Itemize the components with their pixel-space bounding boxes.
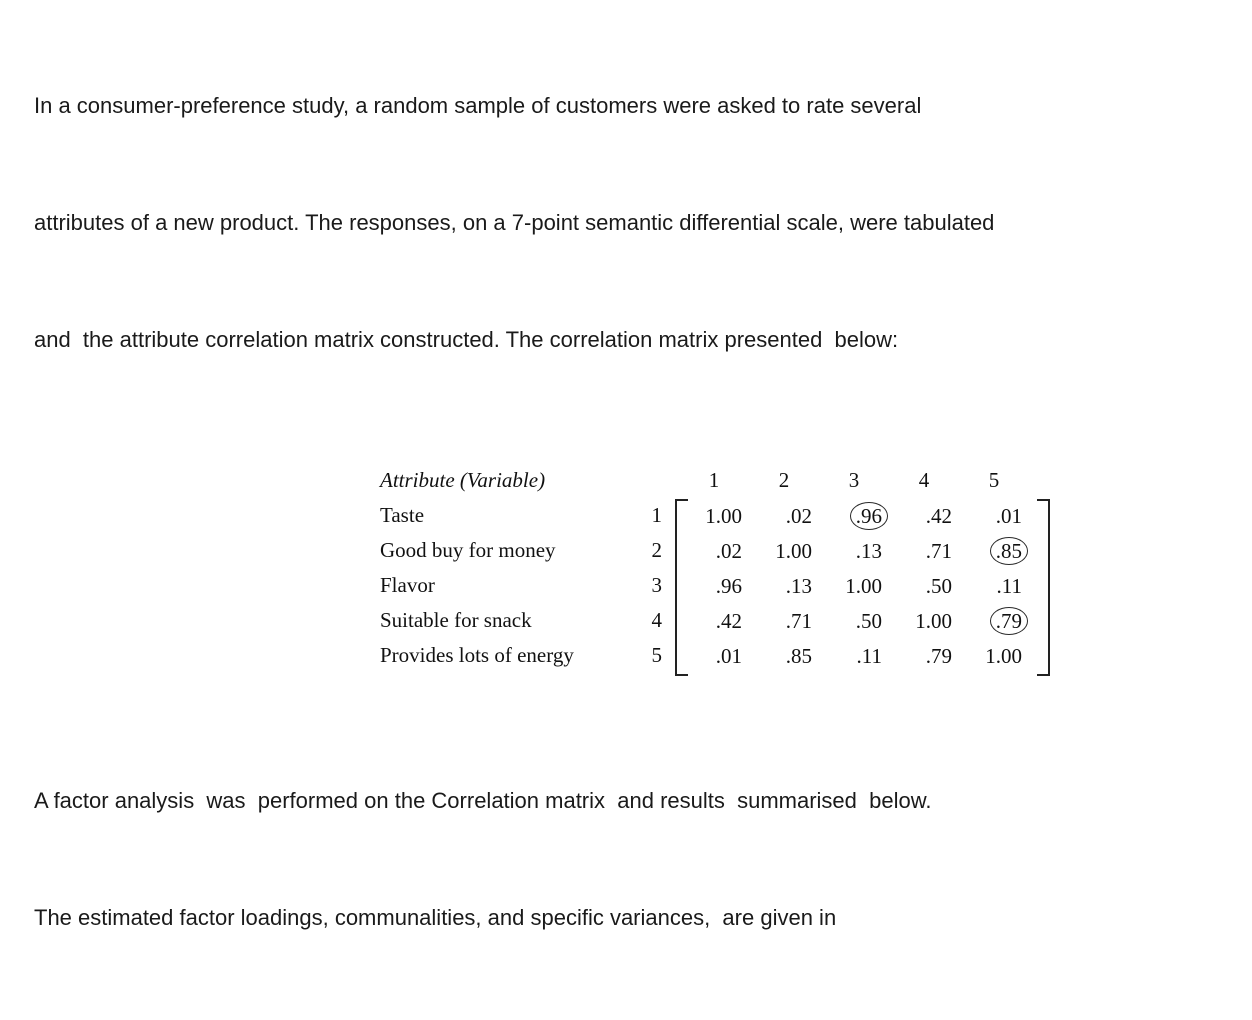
matrix-cell: .85 xyxy=(756,642,826,670)
matrix-col-header: 5 xyxy=(988,468,1000,492)
matrix-row: Good buy for money 2 .02 1.00 .13 .71 .8… xyxy=(380,533,1218,568)
matrix-value: .85 xyxy=(989,536,1028,565)
matrix-value: .79 xyxy=(925,643,952,668)
matrix-cell: .11 xyxy=(826,642,896,670)
matrix-cell: .01 xyxy=(966,502,1036,530)
matrix-cell: 1.00 xyxy=(756,537,826,565)
matrix-row-index: 3 xyxy=(651,573,663,597)
matrix-value: .96 xyxy=(715,573,742,598)
matrix-cell: .79 xyxy=(966,606,1036,635)
intro-line: and the attribute correlation matrix con… xyxy=(34,327,899,352)
matrix-value: .50 xyxy=(855,608,882,633)
outro-paragraph: A factor analysis was performed on the C… xyxy=(34,703,1218,1020)
outro-line: A factor analysis was performed on the C… xyxy=(34,788,932,813)
matrix-cell: 1.00 xyxy=(686,502,756,530)
matrix-value: .85 xyxy=(785,643,812,668)
matrix-cell: .42 xyxy=(896,502,966,530)
matrix-cell: .13 xyxy=(756,572,826,600)
matrix-right-bracket xyxy=(1037,499,1050,676)
matrix-cell: 1.00 xyxy=(826,572,896,600)
correlation-matrix: Attribute (Variable) 1 2 3 4 5 Taste 1 1… xyxy=(380,463,1218,676)
matrix-row: Flavor 3 .96 .13 1.00 .50 .11 xyxy=(380,568,1218,603)
matrix-row-index: 5 xyxy=(651,643,663,667)
matrix-cell: 1.00 xyxy=(896,607,966,635)
matrix-value: .13 xyxy=(855,538,882,563)
matrix-row-index: 1 xyxy=(651,503,663,527)
matrix-cell: .96 xyxy=(826,501,896,530)
matrix-row-label: Taste xyxy=(380,503,425,527)
matrix-title: Attribute (Variable) xyxy=(380,468,546,492)
matrix-col-header: 3 xyxy=(848,468,860,492)
matrix-header-row: Attribute (Variable) 1 2 3 4 5 xyxy=(380,463,1218,498)
matrix-cell: .13 xyxy=(826,537,896,565)
matrix-value: 1.00 xyxy=(775,538,812,563)
matrix-value: .11 xyxy=(996,573,1022,598)
matrix-value: .02 xyxy=(715,538,742,563)
matrix-cell: .02 xyxy=(756,502,826,530)
matrix-value: .42 xyxy=(925,503,952,528)
matrix-row: Provides lots of energy 5 .01 .85 .11 .7… xyxy=(380,638,1218,673)
matrix-cell: .71 xyxy=(896,537,966,565)
matrix-row-index: 4 xyxy=(651,608,663,632)
matrix-value: .79 xyxy=(989,606,1028,635)
matrix-cell: .79 xyxy=(896,642,966,670)
matrix-left-bracket xyxy=(675,499,688,676)
matrix-value: .96 xyxy=(849,501,888,530)
matrix-cell: .71 xyxy=(756,607,826,635)
matrix-row: Suitable for snack 4 .42 .71 .50 1.00 .7… xyxy=(380,603,1218,638)
matrix-col-header: 4 xyxy=(918,468,930,492)
matrix-cell: .01 xyxy=(686,642,756,670)
matrix-row: Taste 1 1.00 .02 .96 .42 .01 xyxy=(380,498,1218,533)
matrix-value: .11 xyxy=(856,643,882,668)
matrix-row-label: Provides lots of energy xyxy=(380,643,574,667)
matrix-value: 1.00 xyxy=(915,608,952,633)
matrix-cell: .50 xyxy=(896,572,966,600)
matrix-value: 1.00 xyxy=(985,643,1022,668)
matrix-value: .42 xyxy=(715,608,742,633)
intro-line: In a consumer-preference study, a random… xyxy=(34,93,922,118)
matrix-value: .71 xyxy=(785,608,812,633)
matrix-value: 1.00 xyxy=(845,573,882,598)
intro-line: attributes of a new product. The respons… xyxy=(34,210,995,235)
matrix-cell: .02 xyxy=(686,537,756,565)
matrix-value: .13 xyxy=(785,573,812,598)
matrix-cell: .85 xyxy=(966,536,1036,565)
intro-paragraph: In a consumer-preference study, a random… xyxy=(34,8,1218,437)
matrix-row-label: Good buy for money xyxy=(380,538,556,562)
matrix-cell: .96 xyxy=(686,572,756,600)
matrix-cell: 1.00 xyxy=(966,642,1036,670)
matrix-row-index: 2 xyxy=(651,538,663,562)
matrix-value: .50 xyxy=(925,573,952,598)
matrix-value: .02 xyxy=(785,503,812,528)
matrix-value: 1.00 xyxy=(705,503,742,528)
matrix-cell: .50 xyxy=(826,607,896,635)
matrix-value: .71 xyxy=(925,538,952,563)
matrix-row-label: Suitable for snack xyxy=(380,608,532,632)
matrix-value: .01 xyxy=(995,503,1022,528)
matrix-value: .01 xyxy=(715,643,742,668)
matrix-cell: .42 xyxy=(686,607,756,635)
outro-line: The estimated factor loadings, communali… xyxy=(34,905,837,930)
matrix-row-label: Flavor xyxy=(380,573,435,597)
matrix-col-header: 2 xyxy=(778,468,790,492)
matrix-col-header: 1 xyxy=(708,468,720,492)
outro-line: Table 9.1. xyxy=(34,1015,1218,1020)
matrix-cell: .11 xyxy=(966,572,1036,600)
